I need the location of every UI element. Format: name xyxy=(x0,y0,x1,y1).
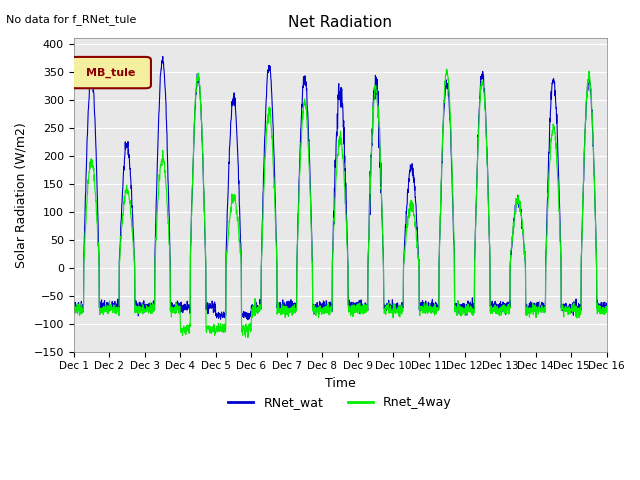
FancyBboxPatch shape xyxy=(71,57,151,88)
Line: RNet_wat: RNet_wat xyxy=(74,57,607,320)
Rnet_4way xyxy=(367,150,375,156)
Title: Net Radiation: Net Radiation xyxy=(288,15,392,30)
RNet_wat xyxy=(70,302,77,308)
RNet_wat xyxy=(356,305,364,311)
Legend: RNet_wat, Rnet_4way: RNet_wat, Rnet_4way xyxy=(223,391,457,414)
RNet_wat xyxy=(556,219,564,225)
RNet_wat xyxy=(603,302,611,308)
Rnet_4way xyxy=(443,66,451,72)
Text: MB_tule: MB_tule xyxy=(86,68,136,78)
RNet_wat xyxy=(367,154,375,160)
Rnet_4way xyxy=(218,327,226,333)
Rnet_4way xyxy=(244,335,252,340)
Rnet_4way xyxy=(603,308,611,313)
Text: No data for f_RNet_tule: No data for f_RNet_tule xyxy=(6,14,137,25)
Line: Rnet_4way: Rnet_4way xyxy=(74,69,607,337)
X-axis label: Time: Time xyxy=(324,377,356,390)
RNet_wat xyxy=(571,301,579,307)
RNet_wat xyxy=(244,317,252,323)
Rnet_4way xyxy=(556,233,564,239)
Rnet_4way xyxy=(70,310,77,315)
RNet_wat xyxy=(159,54,166,60)
Rnet_4way xyxy=(571,306,579,312)
Y-axis label: Solar Radiation (W/m2): Solar Radiation (W/m2) xyxy=(15,122,28,268)
RNet_wat xyxy=(495,307,503,312)
Rnet_4way xyxy=(356,303,364,309)
RNet_wat xyxy=(219,313,227,319)
Rnet_4way xyxy=(495,307,503,312)
